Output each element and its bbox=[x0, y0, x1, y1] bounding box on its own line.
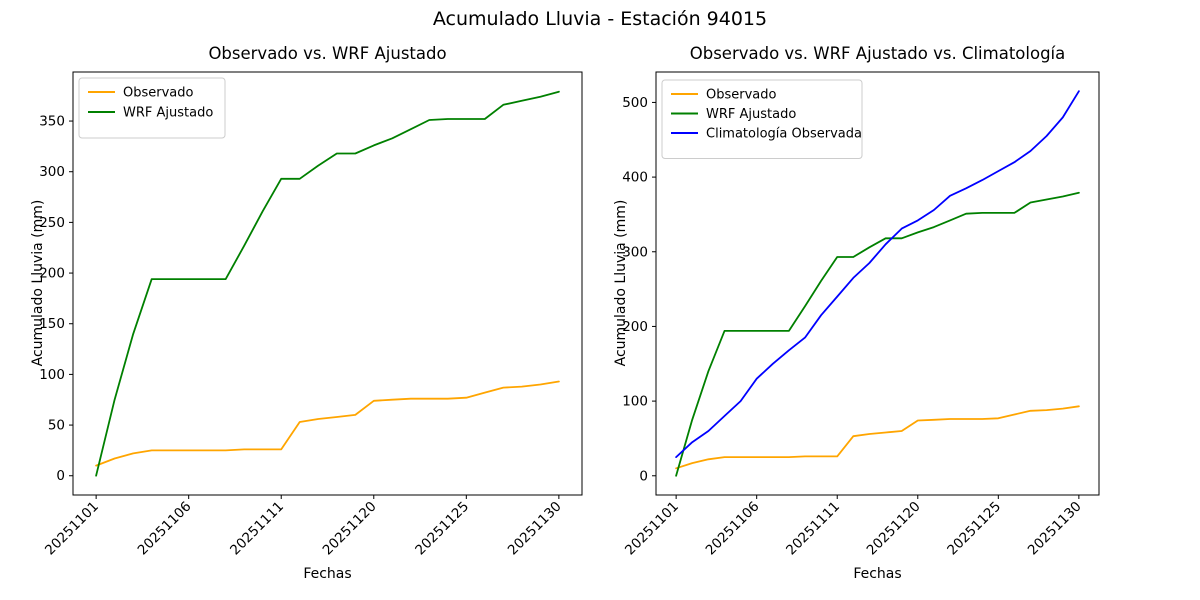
left-chart-ytick-label: 350 bbox=[39, 114, 65, 130]
right-chart-legend-label: Observado bbox=[706, 88, 777, 103]
right-chart-legend-label: WRF Ajustado bbox=[706, 107, 796, 122]
right-chart-xtick-label: 20251130 bbox=[1025, 499, 1085, 559]
right-chart-legend-box bbox=[661, 79, 863, 159]
left-chart-series-line-wrf-ajustado bbox=[95, 90, 560, 477]
right-chart-xtick-label: 20251125 bbox=[944, 499, 1004, 559]
right-chart-ytick-label: 200 bbox=[622, 319, 648, 335]
left-chart-legend-label: WRF Ajustado bbox=[123, 106, 213, 121]
left-chart-ytick-label: 50 bbox=[48, 418, 65, 434]
left-chart-xtick-label: 20251130 bbox=[505, 499, 565, 559]
right-chart-ytick-label: 0 bbox=[639, 468, 648, 484]
left-chart-ytick-label: 150 bbox=[39, 316, 65, 332]
left-chart-ytick-label: 300 bbox=[39, 164, 65, 180]
left-chart-series-line-observado bbox=[95, 380, 560, 467]
left-chart-legend-box bbox=[78, 77, 226, 139]
left-chart-xtick-label: 20251120 bbox=[320, 499, 380, 559]
left-chart-ytick-label: 100 bbox=[39, 367, 65, 383]
right-chart-xtick-label: 20251111 bbox=[783, 499, 843, 559]
right-chart-xtick-label: 20251101 bbox=[622, 499, 682, 559]
left-chart-ytick-label: 250 bbox=[39, 215, 65, 231]
left-chart-legend-label: Observado bbox=[123, 86, 194, 101]
left-chart-xtick-label: 20251125 bbox=[412, 499, 472, 559]
right-chart-xtick-label: 20251106 bbox=[703, 499, 763, 559]
right-chart-xtick-label: 20251120 bbox=[864, 499, 924, 559]
right-chart-ytick-label: 400 bbox=[622, 170, 648, 186]
figure-suptitle: Acumulado Lluvia - Estación 94015 bbox=[432, 8, 768, 30]
left-chart-ytick-label: 0 bbox=[56, 468, 65, 484]
left-chart-xtick-label: 20251111 bbox=[227, 499, 287, 559]
right-chart-ylabel: Acumulado Lluvia (mm) bbox=[613, 199, 629, 367]
right-chart-axes-frame bbox=[655, 71, 1100, 496]
right-chart-series-line-wrf-ajustado bbox=[675, 191, 1080, 477]
left-chart-title: Observado vs. WRF Ajustado bbox=[208, 44, 447, 63]
right-chart-series-line-observado bbox=[675, 405, 1080, 470]
left-chart-ytick-label: 200 bbox=[39, 266, 65, 282]
right-chart-ytick-label: 300 bbox=[622, 244, 648, 260]
left-chart-xtick-label: 20251106 bbox=[135, 499, 195, 559]
right-chart-series-line-climatolog-a-observada bbox=[675, 90, 1080, 459]
left-chart-xtick-label: 20251101 bbox=[42, 499, 102, 559]
left-chart-axes-frame bbox=[72, 71, 583, 496]
right-chart-xlabel: Fechas bbox=[853, 566, 902, 582]
left-chart-xlabel: Fechas bbox=[303, 566, 352, 582]
right-chart-title: Observado vs. WRF Ajustado vs. Climatolo… bbox=[689, 44, 1066, 63]
right-chart-ytick-label: 500 bbox=[622, 95, 648, 111]
left-chart-ylabel: Acumulado Lluvia (mm) bbox=[30, 199, 46, 367]
right-chart-legend-label: Climatología Observada bbox=[706, 127, 862, 142]
right-chart-ytick-label: 100 bbox=[622, 394, 648, 410]
